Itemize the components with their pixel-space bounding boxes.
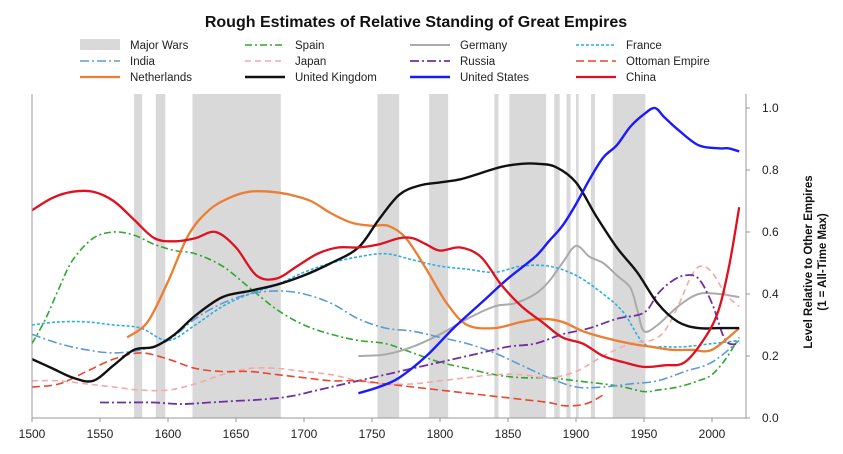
legend: Major Wars Spain Germany France India Japan Ru…: [80, 39, 710, 84]
y-tick-label: 1.0: [762, 101, 779, 115]
legend-item-india: India: [80, 56, 156, 68]
series-line-russia: [100, 274, 740, 405]
legend-item-ottoman-empire: Ottoman Empire: [576, 56, 710, 68]
major-war-band: [566, 94, 571, 418]
y-axis-label-2: (1 = All-Time Max): [817, 213, 829, 311]
legend-label: Netherlands: [130, 72, 192, 84]
y-tick-label: 0.2: [762, 349, 779, 363]
legend-label: France: [626, 40, 662, 52]
major-war-band: [134, 94, 143, 418]
axes: 1500 1550 1600 1650 1700 1750 1800 1850 1900 1950…: [19, 94, 779, 441]
series-line-china: [31, 189, 741, 369]
major-war-band: [155, 94, 166, 418]
y-tick-label: 0.6: [762, 225, 779, 239]
legend-item-united-states: United States: [410, 72, 529, 84]
major-war-band: [509, 94, 547, 418]
legend-item-russia: Russia: [410, 56, 496, 68]
legend-label: United Kingdom: [295, 72, 377, 84]
major-war-band: [590, 94, 596, 418]
legend-label: Germany: [460, 40, 508, 52]
y-tick-label: 0.4: [762, 287, 779, 301]
series-line-united-kingdom: [31, 162, 740, 383]
legend-label: China: [626, 72, 657, 84]
x-tick-label: 1850: [495, 427, 522, 441]
major-war-band: [576, 94, 579, 418]
legend-label: United States: [460, 72, 529, 84]
major-war-band: [429, 94, 449, 418]
x-tick-label: 1900: [563, 427, 590, 441]
legend-item-major-wars: Major Wars: [80, 39, 189, 52]
major-war-band: [192, 94, 281, 418]
legend-label: Ottoman Empire: [626, 56, 710, 68]
x-tick-label: 1950: [631, 427, 658, 441]
major-war-band: [494, 94, 499, 418]
x-tick-label: 1500: [19, 427, 46, 441]
legend-item-netherlands: Netherlands: [80, 72, 192, 84]
series-lines: [31, 106, 741, 407]
legend-label: India: [130, 56, 156, 68]
legend-label: Major Wars: [130, 40, 189, 52]
chart-title: Rough Estimates of Relative Standing of …: [205, 14, 627, 31]
x-tick-label: 1700: [291, 427, 318, 441]
x-tick-label: 1750: [359, 427, 386, 441]
legend-item-china: China: [576, 72, 657, 84]
series-line-spain: [31, 231, 740, 393]
x-tick-label: 1550: [87, 427, 114, 441]
legend-item-spain: Spain: [245, 40, 324, 52]
major-war-band: [554, 94, 560, 418]
legend-swatch: [80, 39, 120, 50]
legend-item-japan: Japan: [245, 56, 326, 68]
y-tick-label: 0.0: [762, 411, 779, 425]
series-line-japan: [31, 265, 740, 392]
x-tick-label: 1600: [155, 427, 182, 441]
series-line-ottoman-empire: [31, 352, 607, 407]
x-tick-label: 2000: [699, 427, 726, 441]
series-line-united-states: [358, 106, 740, 395]
x-tick-label: 1800: [427, 427, 454, 441]
legend-label: Russia: [460, 56, 496, 68]
series-line-france: [31, 252, 740, 348]
legend-item-united-kingdom: United Kingdom: [245, 72, 377, 84]
y-axis-label: Level Relative to Other Empires: [803, 175, 815, 348]
legend-label: Spain: [295, 40, 324, 52]
legend-item-france: France: [576, 40, 662, 52]
legend-item-germany: Germany: [410, 40, 508, 52]
x-tick-label: 1650: [223, 427, 250, 441]
major-wars-bands: [134, 94, 646, 418]
series-line-netherlands: [126, 189, 740, 353]
major-war-band: [377, 94, 400, 418]
legend-label: Japan: [295, 56, 326, 68]
y-tick-label: 0.8: [762, 163, 779, 177]
